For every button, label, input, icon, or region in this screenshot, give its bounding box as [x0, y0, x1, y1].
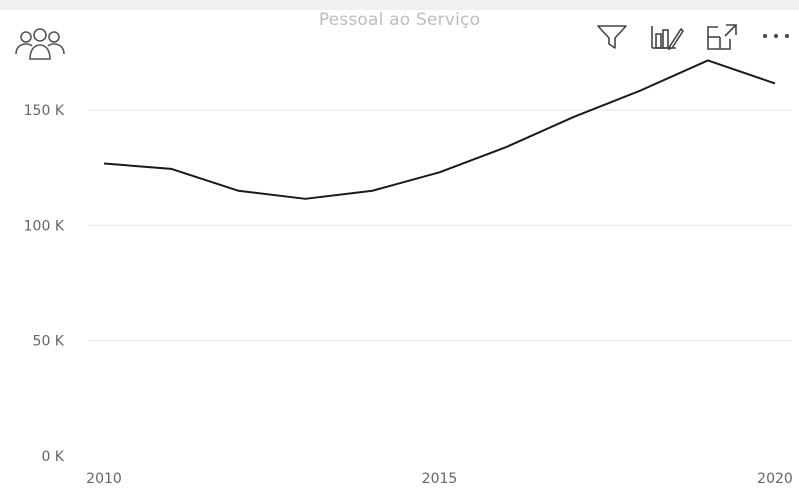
focus-mode-icon[interactable]: [704, 21, 740, 53]
gridlines: [88, 109, 792, 342]
series: [98, 54, 781, 205]
data-point[interactable]: [98, 158, 110, 170]
series-line[interactable]: [103, 59, 776, 200]
people-group-icon: [15, 28, 65, 60]
more-options-icon[interactable]: [756, 22, 796, 50]
analytics-icon[interactable]: [648, 20, 686, 54]
y-tick-label: 100 K: [24, 218, 65, 234]
x-tick-label: 2010: [86, 471, 122, 487]
visual-container: [0, 10, 799, 499]
y-tick-label: 0 K: [41, 449, 64, 465]
data-point[interactable]: [702, 54, 714, 66]
data-point[interactable]: [165, 163, 177, 175]
data-point[interactable]: [635, 84, 647, 96]
x-tick-label: 2020: [757, 471, 793, 487]
x-axis-ticks: 2010 2015 2020: [86, 471, 793, 487]
y-tick-label: 50 K: [33, 334, 65, 350]
data-point[interactable]: [299, 193, 311, 205]
x-tick-label: 2015: [422, 471, 458, 487]
data-point[interactable]: [769, 77, 781, 89]
data-point[interactable]: [366, 185, 378, 197]
y-axis-ticks: 0 K 50 K 100 K 150 K: [24, 103, 65, 465]
data-point[interactable]: [568, 111, 580, 123]
filter-icon[interactable]: [594, 22, 630, 52]
chart-title: Pessoal ao Serviço: [318, 10, 481, 30]
y-tick-label: 150 K: [24, 103, 65, 119]
data-point[interactable]: [434, 166, 446, 178]
data-point[interactable]: [232, 185, 244, 197]
data-point[interactable]: [501, 141, 513, 153]
